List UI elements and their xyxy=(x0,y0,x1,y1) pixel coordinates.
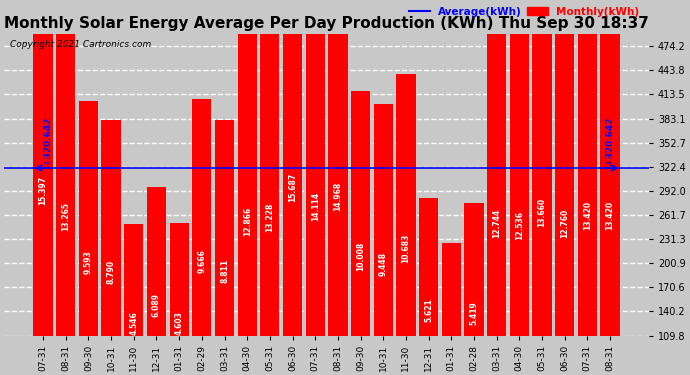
Text: 5.621: 5.621 xyxy=(424,298,433,322)
Text: 12.536: 12.536 xyxy=(515,211,524,240)
Bar xyxy=(283,0,302,336)
Bar xyxy=(600,7,620,336)
Text: 8.790: 8.790 xyxy=(107,260,116,284)
Bar xyxy=(578,7,597,336)
Bar xyxy=(442,243,461,336)
Bar xyxy=(193,99,211,336)
Bar xyxy=(396,74,415,336)
Text: 4.546: 4.546 xyxy=(129,312,138,335)
Bar xyxy=(419,198,438,336)
Text: 12.760: 12.760 xyxy=(560,209,569,238)
Bar xyxy=(464,203,484,336)
Bar xyxy=(510,29,529,336)
Text: Copyright 2021 Cartronics.com: Copyright 2021 Cartronics.com xyxy=(10,40,152,49)
Text: 8.811: 8.811 xyxy=(220,259,229,284)
Bar xyxy=(306,0,325,336)
Text: 9.448: 9.448 xyxy=(379,252,388,276)
Text: +320.642: +320.642 xyxy=(606,116,615,165)
Text: 13.228: 13.228 xyxy=(266,202,275,232)
Text: 12.744: 12.744 xyxy=(492,209,501,238)
Text: 15.687: 15.687 xyxy=(288,172,297,202)
Bar xyxy=(532,1,551,336)
Bar xyxy=(101,120,121,336)
Text: 5.419: 5.419 xyxy=(469,301,478,325)
Bar xyxy=(170,223,189,336)
Text: 10.008: 10.008 xyxy=(356,242,365,271)
Text: 13.265: 13.265 xyxy=(61,202,70,231)
Text: 6.089: 6.089 xyxy=(152,292,161,316)
Text: 9.593: 9.593 xyxy=(84,250,93,274)
Bar xyxy=(487,24,506,336)
Text: +320.642: +320.642 xyxy=(43,116,52,165)
Text: 12.866: 12.866 xyxy=(243,207,252,236)
Bar xyxy=(260,12,279,336)
Bar xyxy=(351,90,371,336)
Bar xyxy=(79,101,98,336)
Bar xyxy=(237,21,257,336)
Text: 13.660: 13.660 xyxy=(538,198,546,226)
Bar xyxy=(56,11,75,336)
Bar xyxy=(555,23,574,336)
Text: 13.420: 13.420 xyxy=(606,200,615,230)
Text: 9.666: 9.666 xyxy=(197,249,206,273)
Bar xyxy=(124,224,144,336)
Text: 4.603: 4.603 xyxy=(175,311,184,335)
Text: 15.397: 15.397 xyxy=(39,176,48,206)
Title: Monthly Solar Energy Average Per Day Production (KWh) Thu Sep 30 18:37: Monthly Solar Energy Average Per Day Pro… xyxy=(4,16,649,31)
Text: 14.968: 14.968 xyxy=(333,182,342,211)
Text: 13.420: 13.420 xyxy=(583,200,592,230)
Text: 14.114: 14.114 xyxy=(310,192,319,221)
Text: 10.683: 10.683 xyxy=(402,234,411,263)
Bar xyxy=(147,187,166,336)
Legend: Average(kWh), Monthly(kWh): Average(kWh), Monthly(kWh) xyxy=(405,3,644,21)
Bar xyxy=(34,0,52,336)
Bar xyxy=(215,120,234,336)
Bar xyxy=(373,104,393,336)
Bar xyxy=(328,0,348,336)
